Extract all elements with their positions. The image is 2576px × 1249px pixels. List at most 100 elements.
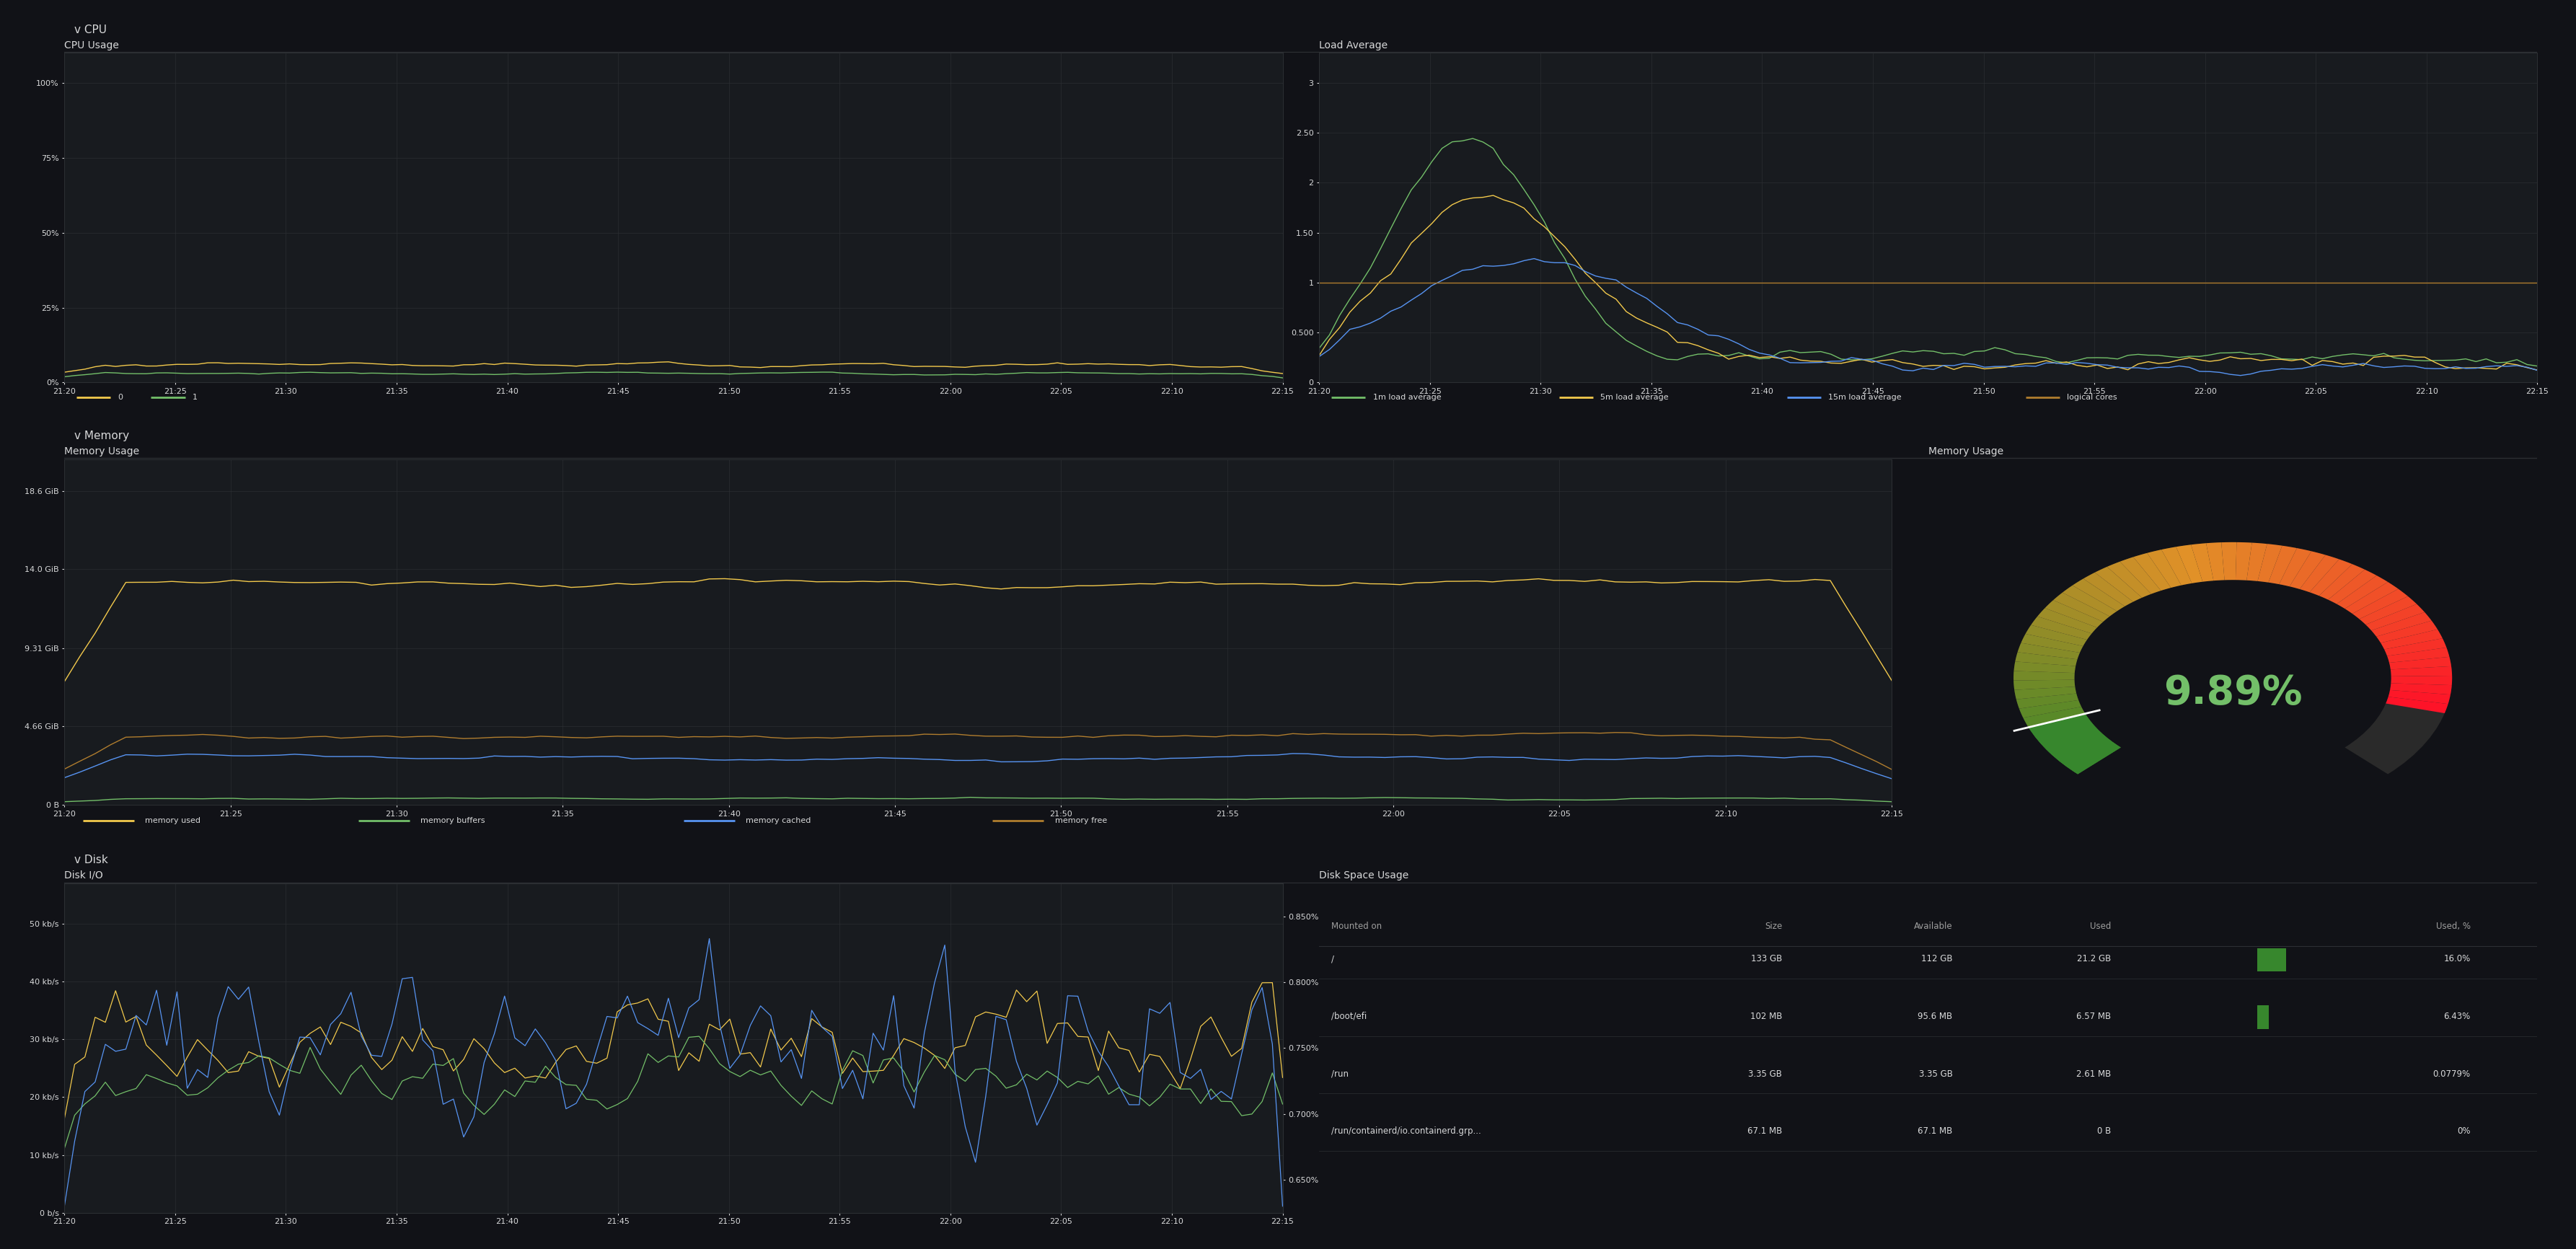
Wedge shape bbox=[2221, 542, 2236, 580]
Text: 112 GB: 112 GB bbox=[1922, 954, 1953, 963]
Wedge shape bbox=[2063, 586, 2117, 616]
Text: memory cached: memory cached bbox=[747, 817, 811, 824]
Wedge shape bbox=[2385, 697, 2447, 713]
Wedge shape bbox=[2053, 592, 2110, 622]
Text: 15m load average: 15m load average bbox=[1829, 393, 1901, 401]
Text: memory free: memory free bbox=[1054, 817, 1108, 824]
Wedge shape bbox=[2372, 612, 2432, 637]
Wedge shape bbox=[2380, 629, 2442, 649]
Wedge shape bbox=[2344, 582, 2398, 613]
Text: v Disk: v Disk bbox=[75, 854, 108, 866]
Text: memory used: memory used bbox=[144, 817, 201, 824]
Wedge shape bbox=[2205, 542, 2226, 581]
Wedge shape bbox=[2084, 572, 2133, 606]
Text: 102 MB: 102 MB bbox=[1749, 1012, 1783, 1020]
Wedge shape bbox=[2336, 576, 2388, 608]
Wedge shape bbox=[2030, 616, 2092, 639]
Wedge shape bbox=[2311, 560, 2352, 596]
Wedge shape bbox=[2290, 551, 2326, 590]
Wedge shape bbox=[2280, 548, 2311, 587]
Text: 21.2 GB: 21.2 GB bbox=[2076, 954, 2110, 963]
Wedge shape bbox=[2352, 590, 2409, 620]
Wedge shape bbox=[2161, 547, 2192, 586]
Wedge shape bbox=[2017, 693, 2079, 708]
Wedge shape bbox=[2375, 621, 2437, 643]
Wedge shape bbox=[2388, 657, 2452, 669]
Text: 67.1 MB: 67.1 MB bbox=[1917, 1127, 1953, 1137]
Wedge shape bbox=[2391, 666, 2452, 677]
Wedge shape bbox=[2014, 671, 2074, 681]
Text: memory buffers: memory buffers bbox=[420, 817, 484, 824]
FancyBboxPatch shape bbox=[2257, 948, 2287, 972]
Text: /: / bbox=[1332, 954, 1334, 963]
Text: 9.89%: 9.89% bbox=[2164, 673, 2303, 713]
Text: Mounted on: Mounted on bbox=[1332, 922, 1381, 931]
Wedge shape bbox=[2329, 570, 2378, 605]
Text: 0.0779%: 0.0779% bbox=[2432, 1069, 2470, 1078]
Wedge shape bbox=[2385, 638, 2447, 656]
Text: CPU Usage: CPU Usage bbox=[64, 40, 118, 50]
Wedge shape bbox=[2177, 545, 2202, 583]
Wedge shape bbox=[2365, 605, 2424, 631]
Text: 2.61 MB: 2.61 MB bbox=[2076, 1069, 2110, 1078]
Text: 0: 0 bbox=[118, 393, 124, 401]
Wedge shape bbox=[2360, 596, 2416, 624]
Wedge shape bbox=[2014, 542, 2452, 774]
Wedge shape bbox=[2014, 687, 2076, 699]
Wedge shape bbox=[2045, 600, 2102, 627]
Wedge shape bbox=[2300, 555, 2339, 592]
Text: Load Average: Load Average bbox=[1319, 40, 1388, 50]
Text: Disk I/O: Disk I/O bbox=[64, 871, 103, 881]
Wedge shape bbox=[2257, 543, 2282, 582]
Text: 1m load average: 1m load average bbox=[1373, 393, 1440, 401]
Wedge shape bbox=[2318, 565, 2365, 600]
Text: Available: Available bbox=[1914, 922, 1953, 931]
Text: 6.43%: 6.43% bbox=[2445, 1012, 2470, 1020]
Text: 1: 1 bbox=[193, 393, 198, 401]
Wedge shape bbox=[2388, 689, 2450, 704]
Text: 16.0%: 16.0% bbox=[2445, 954, 2470, 963]
Text: v Memory: v Memory bbox=[75, 431, 129, 441]
Text: Used, %: Used, % bbox=[2437, 922, 2470, 931]
Text: Memory Usage: Memory Usage bbox=[1929, 446, 2004, 456]
Wedge shape bbox=[2107, 562, 2151, 598]
Text: 0%: 0% bbox=[2458, 1127, 2470, 1137]
Wedge shape bbox=[2020, 701, 2081, 718]
Wedge shape bbox=[2014, 679, 2076, 689]
Wedge shape bbox=[2017, 643, 2079, 659]
Wedge shape bbox=[2192, 543, 2213, 582]
Text: 67.1 MB: 67.1 MB bbox=[1747, 1127, 1783, 1137]
Wedge shape bbox=[2094, 567, 2143, 602]
Text: /run: /run bbox=[1332, 1069, 1350, 1078]
Wedge shape bbox=[2133, 553, 2172, 591]
Text: 0 B: 0 B bbox=[2097, 1127, 2110, 1137]
Wedge shape bbox=[2025, 624, 2087, 646]
Wedge shape bbox=[2074, 578, 2125, 611]
Wedge shape bbox=[2014, 652, 2076, 666]
Wedge shape bbox=[2148, 550, 2182, 588]
Text: 6.57 MB: 6.57 MB bbox=[2076, 1012, 2110, 1020]
Wedge shape bbox=[2014, 662, 2076, 673]
Text: 5m load average: 5m load average bbox=[1600, 393, 1669, 401]
Text: logical cores: logical cores bbox=[2066, 393, 2117, 401]
Text: Memory Usage: Memory Usage bbox=[64, 446, 139, 456]
Wedge shape bbox=[2120, 557, 2161, 595]
FancyBboxPatch shape bbox=[2257, 1005, 2269, 1029]
Text: Used: Used bbox=[2089, 922, 2110, 931]
Text: 3.35 GB: 3.35 GB bbox=[1749, 1069, 1783, 1078]
Wedge shape bbox=[2269, 546, 2298, 585]
Wedge shape bbox=[2388, 647, 2450, 663]
Wedge shape bbox=[2022, 707, 2084, 727]
Wedge shape bbox=[2391, 676, 2452, 686]
Text: Disk Space Usage: Disk Space Usage bbox=[1319, 871, 1409, 881]
Wedge shape bbox=[2027, 713, 2120, 774]
Text: 95.6 MB: 95.6 MB bbox=[1919, 1012, 1953, 1020]
Text: /run/containerd/io.containerd.grp...: /run/containerd/io.containerd.grp... bbox=[1332, 1127, 1481, 1137]
Wedge shape bbox=[2246, 543, 2267, 581]
Text: Size: Size bbox=[1765, 922, 1783, 931]
Wedge shape bbox=[2236, 542, 2251, 581]
Text: /boot/efi: /boot/efi bbox=[1332, 1012, 1368, 1020]
Text: 133 GB: 133 GB bbox=[1752, 954, 1783, 963]
Text: 3.35 GB: 3.35 GB bbox=[1919, 1069, 1953, 1078]
Text: v CPU: v CPU bbox=[75, 24, 106, 35]
